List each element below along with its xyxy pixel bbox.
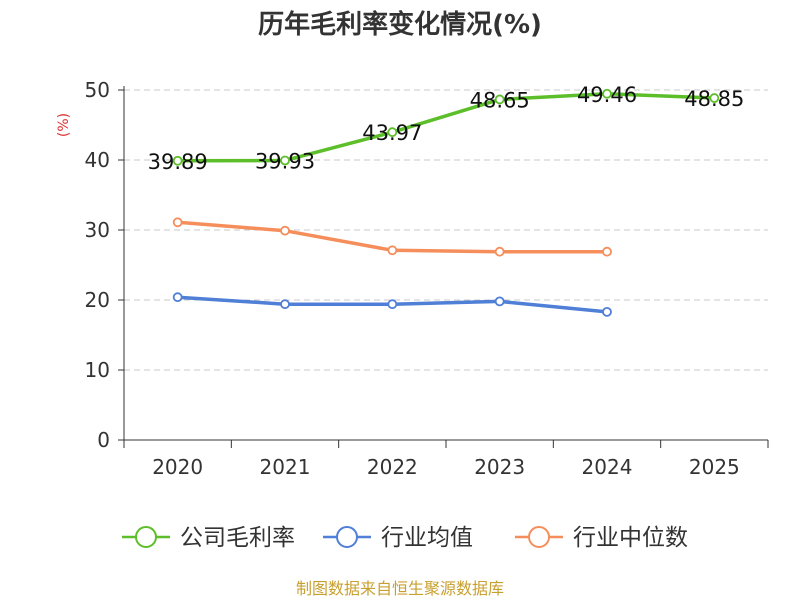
data-point <box>387 127 398 138</box>
data-label: 49.46 <box>577 83 637 107</box>
data-label: 48.85 <box>684 87 744 111</box>
y-tick-label: 50 <box>85 78 110 102</box>
y-tick-label: 40 <box>85 148 110 172</box>
x-tick-label: 2024 <box>582 455 633 479</box>
legend-label: 行业中位数 <box>573 525 688 551</box>
data-point <box>387 299 398 310</box>
x-tick-label: 2023 <box>474 455 525 479</box>
data-label: 43.97 <box>362 121 422 145</box>
data-point <box>172 155 183 166</box>
x-tick-label: 2025 <box>689 455 740 479</box>
y-tick-label: 10 <box>85 358 110 382</box>
data-point <box>494 94 505 105</box>
data-label: 48.65 <box>470 88 530 112</box>
data-point <box>280 225 290 236</box>
legend-label: 行业均值 <box>381 525 473 551</box>
data-point <box>494 246 505 257</box>
data-point <box>280 155 290 166</box>
series-line <box>177 92 715 163</box>
chart-title: 历年毛利率变化情况(%) <box>258 9 542 40</box>
axes: 0 10 20 30 40 50 2020 2021 2022 2023 2024 2025 <box>85 78 769 479</box>
series-layer <box>172 88 720 317</box>
y-tick-label: 30 <box>85 218 110 242</box>
x-tick-label: 2022 <box>367 455 418 479</box>
legend-marker-icon <box>336 526 358 548</box>
legend-item[interactable]: 行业均值 <box>323 525 473 551</box>
y-axis-label: (%) <box>56 113 72 137</box>
legend: 公司毛利率 行业均值 行业中位数 <box>122 525 688 551</box>
data-point <box>172 217 183 228</box>
legend-marker-icon <box>528 526 550 548</box>
data-point <box>387 245 398 256</box>
y-tick-label: 0 <box>97 428 110 452</box>
data-point <box>280 299 290 310</box>
legend-item[interactable]: 公司毛利率 <box>122 525 295 551</box>
data-labels: 39.89 39.93 43.97 48.65 49.46 48.85 <box>148 83 745 174</box>
data-point <box>602 246 612 257</box>
data-point <box>602 88 612 99</box>
data-label: 39.89 <box>148 150 208 174</box>
gridlines <box>124 89 768 371</box>
legend-marker-icon <box>135 526 157 548</box>
legend-item[interactable]: 行业中位数 <box>515 525 688 551</box>
data-point <box>172 292 183 303</box>
x-tick-label: 2020 <box>152 455 203 479</box>
data-point <box>602 306 612 317</box>
legend-label: 公司毛利率 <box>180 525 295 551</box>
data-point <box>494 296 505 307</box>
data-point <box>709 93 720 103</box>
data-label: 39.93 <box>255 149 315 173</box>
y-tick-label: 20 <box>85 288 110 312</box>
x-tick-label: 2021 <box>260 455 311 479</box>
source-note: 制图数据来自恒生聚源数据库 <box>296 579 504 598</box>
